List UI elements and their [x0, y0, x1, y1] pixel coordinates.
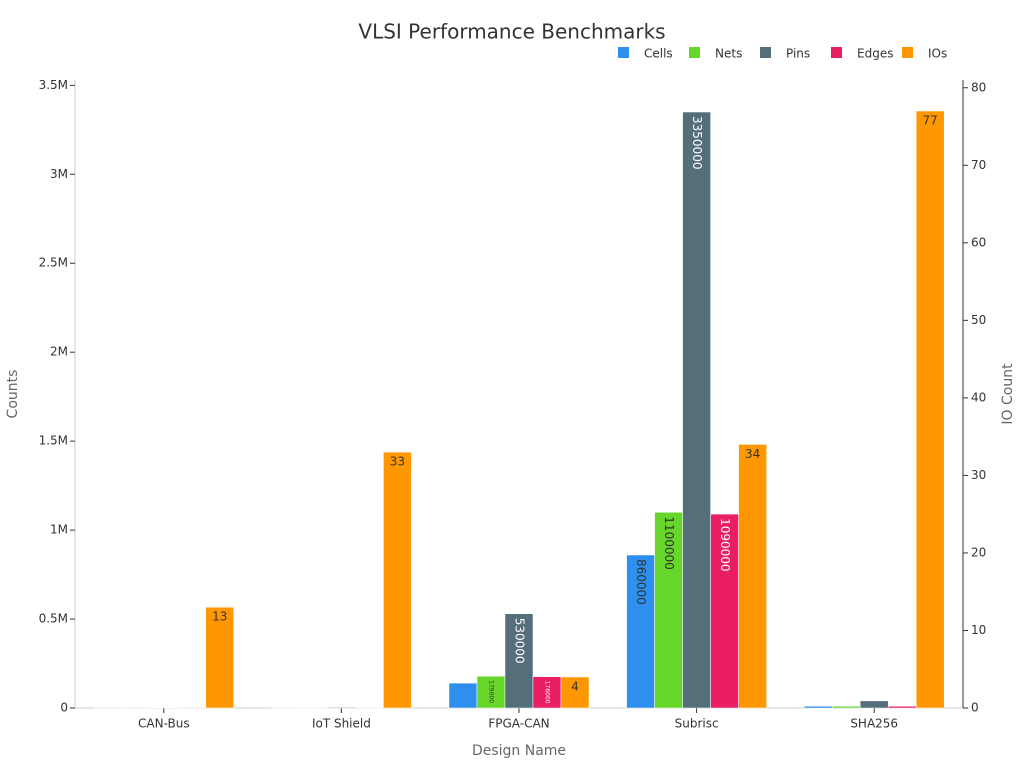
bar [915, 110, 945, 709]
y-tick-label: 0 [60, 701, 68, 715]
bar [654, 512, 683, 709]
value-label: 77 [923, 114, 938, 128]
bar [710, 513, 739, 709]
value-label: 1090000 [718, 518, 732, 571]
bar [859, 700, 889, 709]
legend-swatch [689, 47, 700, 58]
x-tick-label: IoT Shield [312, 717, 371, 731]
y2-tick-label: 50 [971, 313, 986, 327]
bar [504, 613, 534, 709]
value-label: 1100000 [662, 516, 676, 569]
y2-tick-label: 60 [971, 235, 986, 249]
y-tick-label: 3M [50, 167, 68, 181]
chart-title: VLSI Performance Benchmarks [358, 20, 665, 44]
x-tick-label: SHA256 [850, 717, 898, 731]
legend-label: Nets [715, 47, 742, 61]
y2-tick-label: 70 [971, 158, 986, 172]
legend-swatch [902, 47, 913, 58]
bar [205, 606, 235, 709]
legend-swatch [760, 47, 771, 58]
value-label: 34 [745, 447, 760, 461]
value-label: 13 [212, 610, 227, 624]
bar [448, 682, 478, 709]
y2-tick-label: 30 [971, 468, 986, 482]
x-axis-title: Design Name [472, 743, 566, 759]
y2-tick-label: 10 [971, 623, 986, 637]
bar [560, 676, 590, 709]
y-tick-label: 2.5M [39, 256, 68, 270]
y-tick-label: 1M [50, 523, 68, 537]
legend-swatch [831, 47, 842, 58]
bar [383, 451, 412, 709]
bar [887, 705, 917, 709]
y2-tick-label: 20 [971, 545, 986, 559]
value-label: 3350000 [690, 116, 704, 169]
legend-label: IOs [928, 47, 947, 61]
value-label: 530000 [513, 618, 527, 664]
legend-label: Edges [857, 47, 893, 61]
y-axis-title: Counts [5, 370, 21, 419]
y2-tick-label: 40 [971, 390, 986, 404]
bar [831, 705, 861, 709]
bar [327, 707, 356, 709]
value-label: 179000 [488, 680, 495, 703]
x-tick-label: Subrisc [675, 717, 719, 731]
value-label: 176000 [544, 681, 551, 704]
y-tick-label: 0.5M [39, 612, 68, 626]
y2-tick-label: 80 [971, 80, 986, 94]
value-label: 4 [571, 679, 579, 693]
legend-swatch [618, 47, 629, 58]
bar [738, 444, 767, 709]
bar [476, 675, 506, 709]
y-tick-label: 2M [50, 345, 68, 359]
bar [682, 111, 711, 709]
legend-label: Pins [786, 47, 810, 61]
bar [532, 676, 562, 709]
value-label: 33 [390, 455, 405, 469]
x-tick-label: FPGA-CAN [488, 717, 549, 731]
y2-axis-title: IO Count [1000, 363, 1016, 425]
bar [626, 554, 655, 709]
y-tick-label: 3.5M [39, 78, 68, 92]
value-label: 860000 [634, 559, 648, 605]
bar [803, 705, 833, 709]
y2-tick-label: 0 [971, 701, 979, 715]
legend-label: Cells [644, 47, 673, 61]
x-tick-label: CAN-Bus [138, 717, 190, 731]
y-tick-label: 1.5M [39, 434, 68, 448]
